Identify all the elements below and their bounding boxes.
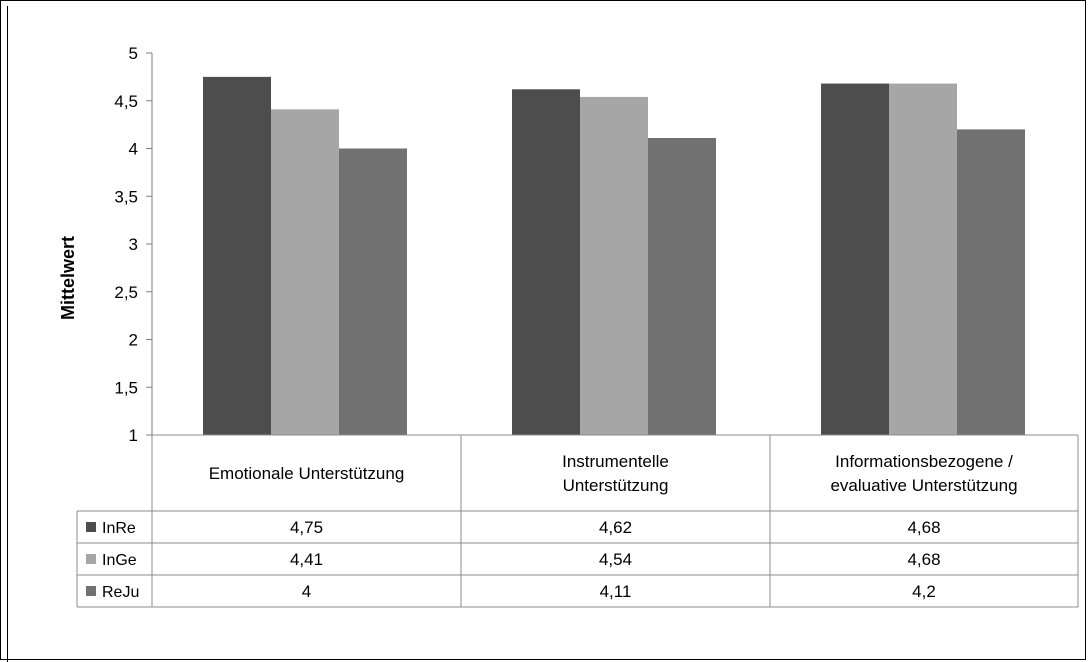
y-tick-label: 1 bbox=[129, 426, 138, 445]
y-tick-label: 2 bbox=[129, 331, 138, 350]
data-table-value: 4,68 bbox=[907, 518, 940, 537]
bar-inge bbox=[580, 96, 648, 436]
y-tick-label: 4 bbox=[129, 140, 138, 159]
data-table-value: 4,68 bbox=[907, 550, 940, 569]
legend-label-inre: InRe bbox=[102, 520, 136, 537]
y-axis-title: Mittelwert bbox=[58, 236, 78, 320]
data-table-value: 4,54 bbox=[599, 550, 632, 569]
y-tick-label: 2,5 bbox=[114, 283, 138, 302]
data-table-value: 4,41 bbox=[290, 550, 323, 569]
y-tick-label: 3,5 bbox=[114, 187, 138, 206]
bar-reju bbox=[957, 129, 1025, 435]
bar-reju bbox=[648, 137, 716, 435]
category-label: Instrumentelle bbox=[562, 452, 669, 471]
left-border-line bbox=[7, 6, 8, 662]
bar-inre bbox=[512, 89, 580, 435]
category-label: Unterstützung bbox=[563, 476, 669, 495]
data-table-value: 4,2 bbox=[912, 582, 936, 601]
legend-key-reju bbox=[86, 586, 96, 596]
data-table-value: 4 bbox=[302, 582, 311, 601]
bar-reju bbox=[339, 148, 407, 435]
y-tick-label: 3 bbox=[129, 235, 138, 254]
data-table-value: 4,11 bbox=[600, 582, 632, 601]
bar-inge bbox=[271, 109, 339, 435]
y-tick-label: 4,5 bbox=[114, 92, 138, 111]
legend-label-reju: ReJu bbox=[102, 584, 139, 601]
bar-inge bbox=[889, 83, 957, 435]
category-label: Informationsbezogene / bbox=[835, 452, 1013, 471]
data-table-value: 4,62 bbox=[599, 518, 632, 537]
data-table-value: 4,75 bbox=[290, 518, 323, 537]
legend-key-inre bbox=[86, 522, 96, 532]
y-tick-label: 5 bbox=[129, 44, 138, 63]
bar-inre bbox=[203, 76, 271, 435]
y-tick-label: 1,5 bbox=[114, 378, 138, 397]
category-label: evaluative Unterstützung bbox=[830, 476, 1017, 495]
legend-key-inge bbox=[86, 554, 96, 564]
category-label: Emotionale Unterstützung bbox=[209, 464, 405, 483]
bar-inre bbox=[821, 83, 889, 435]
legend-label-inge: InGe bbox=[102, 552, 137, 569]
